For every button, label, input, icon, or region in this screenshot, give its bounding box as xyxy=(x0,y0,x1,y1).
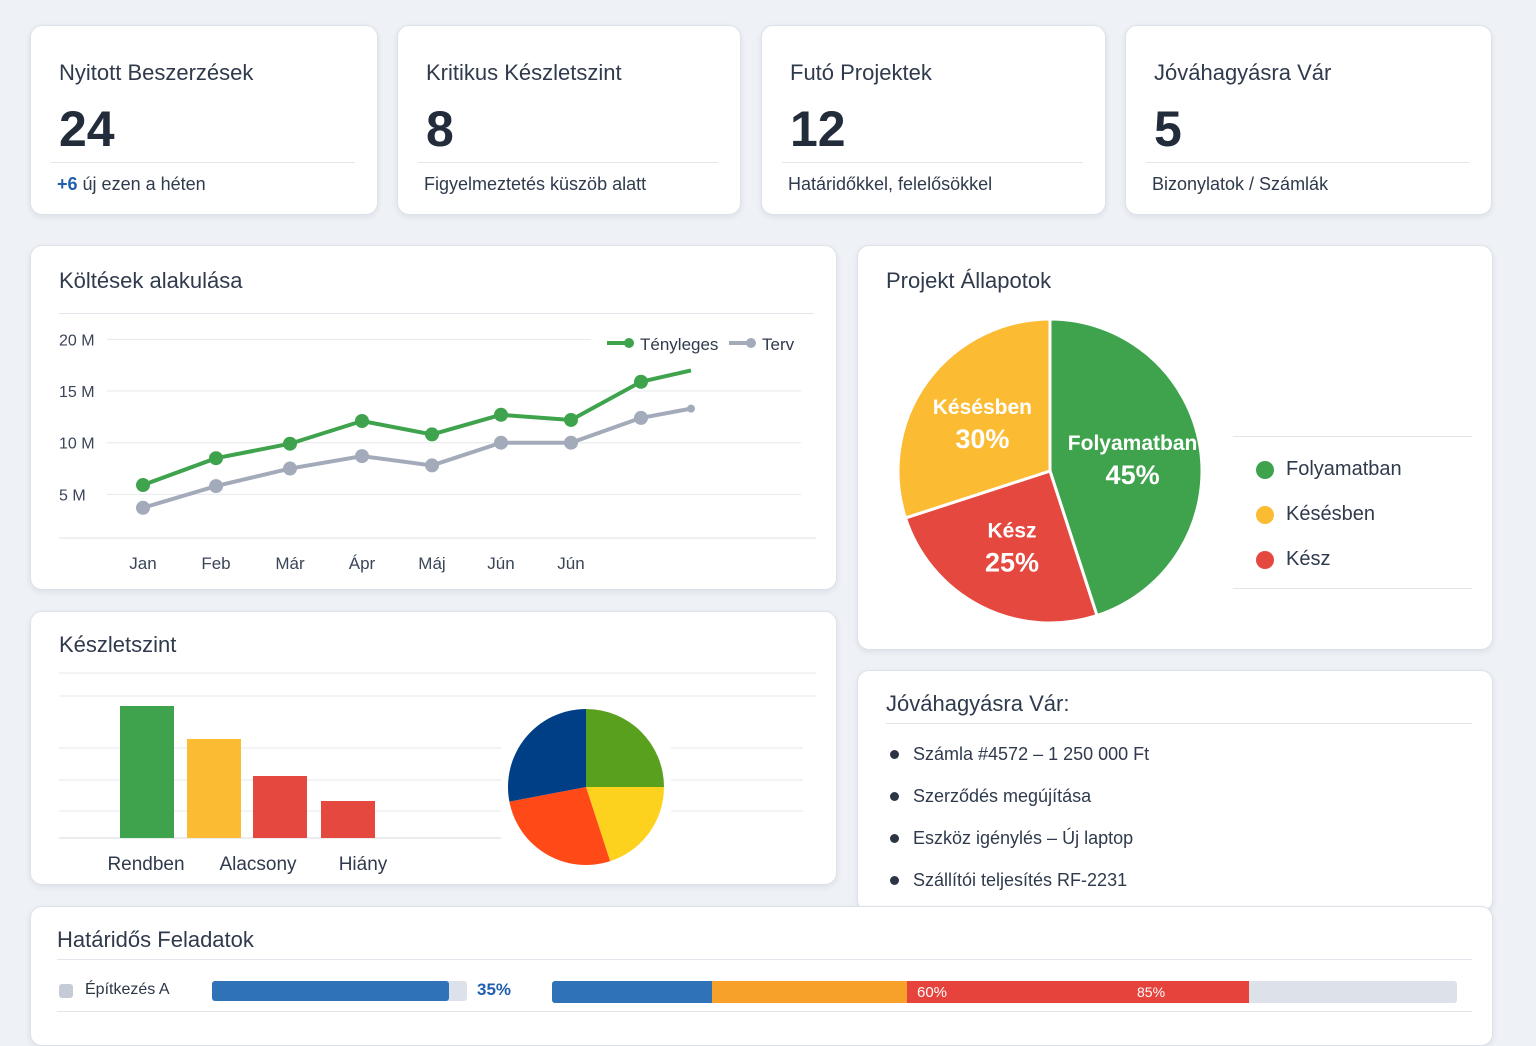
data-point xyxy=(494,407,508,422)
slice-percent: 45% xyxy=(1106,460,1160,490)
kpi-subtitle: Határidőkkel, felelősökkel xyxy=(788,174,993,194)
data-point xyxy=(283,461,297,476)
kpi-card[interactable]: Jóváhagyásra Vár 5 Bizonylatok / Számlák xyxy=(1125,25,1492,215)
tasks-card: Határidős Feladatok Építkezés A 35% 60% … xyxy=(30,906,1493,1046)
pie-slice xyxy=(509,787,611,865)
data-point xyxy=(355,414,369,429)
kpi-card[interactable]: Futó Projektek 12 Határidőkkel, felelősökk… xyxy=(761,25,1106,215)
data-point xyxy=(494,435,508,450)
y-tick-label: 5 M xyxy=(59,487,86,504)
legend-label: Terv xyxy=(762,335,795,354)
approval-item[interactable]: Eszköz igénylés – Új laptop xyxy=(890,817,1149,859)
stage-label-60: 60% xyxy=(917,984,948,1001)
slice-label: Késésben xyxy=(933,396,1032,419)
pie-slice xyxy=(1048,317,1204,618)
slice-label: Folyamatban xyxy=(1068,432,1198,455)
task-stage-bar: 60% 85% xyxy=(552,981,1457,1003)
bar-category-label: Alacsony xyxy=(219,854,297,875)
data-point xyxy=(687,404,695,413)
costs-title: Költések alakulása xyxy=(59,268,243,293)
y-tick-label: 15 M xyxy=(59,384,95,401)
pie-slice xyxy=(586,787,664,862)
kpi-value: 8 xyxy=(426,101,454,157)
data-point xyxy=(564,435,578,450)
kpi-subtitle: Figyelmeztetés küszöb alatt xyxy=(424,174,647,194)
task-row[interactable]: Építkezés A 35% 60% 85% xyxy=(57,979,1457,1003)
project-status-pie: Folyamatban 45% Kész 25% Késésben 30% xyxy=(896,317,1204,625)
kpi-card[interactable]: Kritikus Készletszint 8 Figyelmeztetés küs… xyxy=(397,25,741,215)
kpi-card[interactable]: Nyitott Beszerzések 24 +6 új ezen a héten xyxy=(30,25,378,215)
task-checkbox[interactable] xyxy=(59,984,73,998)
task-progress-bar xyxy=(212,981,467,1001)
inventory-chart: Rendben Alacsony Hiány xyxy=(59,672,816,875)
inventory-card: Készletszint Rendben Alacsony Hiány xyxy=(30,611,837,885)
approvals-title: Jóváhagyásra Vár: xyxy=(886,691,1070,716)
stage-label-85: 85% xyxy=(1137,984,1166,1000)
bar xyxy=(120,706,174,838)
kpi-value: 24 xyxy=(59,101,115,157)
approvals-card: Jóváhagyásra Vár: Számla #4572 – 1 250 0… xyxy=(857,670,1493,912)
y-tick-label: 20 M xyxy=(59,332,95,349)
data-point xyxy=(425,458,439,473)
pie-slice xyxy=(896,317,1052,520)
approval-item[interactable]: Szállítói teljesítés RF-2231 xyxy=(890,859,1149,901)
approval-item[interactable]: Szerződés megújítása xyxy=(890,775,1149,817)
kpi-value: 5 xyxy=(1154,101,1182,157)
legend-item: Kész xyxy=(1256,548,1330,571)
x-tick-label: Jún xyxy=(557,554,584,573)
bar xyxy=(321,801,375,838)
legend-label: Tényleges xyxy=(640,335,718,354)
inventory-title: Készletszint xyxy=(59,632,177,657)
costs-card: Költések alakulása 5 M 10 M 15 M 20 M Jan Feb… xyxy=(30,245,837,590)
kpi-title: Kritikus Készletszint xyxy=(426,60,622,85)
data-point xyxy=(425,427,439,442)
task-progress-label: 35% xyxy=(477,980,512,999)
tasks-title: Határidős Feladatok xyxy=(57,927,254,952)
x-tick-label: Jan xyxy=(129,554,156,573)
kpi-title: Futó Projektek xyxy=(790,60,932,85)
projects-card: Projekt Állapotok Folyamatban 45% Kész 25% K… xyxy=(857,245,1493,650)
slice-percent: 30% xyxy=(955,424,1009,454)
data-point xyxy=(634,374,648,389)
bar-category-label: Rendben xyxy=(107,854,184,875)
x-tick-label: Jún xyxy=(487,554,514,573)
x-tick-label: Már xyxy=(275,554,305,573)
bar xyxy=(253,776,307,838)
task-name: Építkezés A xyxy=(85,981,170,998)
bar-category-label: Hiány xyxy=(339,854,388,875)
data-point xyxy=(136,478,150,493)
kpi-delta: +6 xyxy=(57,174,78,194)
costs-line-chart: 5 M 10 M 15 M 20 M Jan Feb Már Ápr Máj Jún Jún Tény… xyxy=(59,332,816,573)
legend-item: Késésben xyxy=(1256,503,1375,526)
data-point xyxy=(136,500,150,515)
x-tick-label: Ápr xyxy=(349,554,376,573)
kpi-subtitle: Bizonylatok / Számlák xyxy=(1152,174,1329,194)
kpi-title: Jóváhagyásra Vár xyxy=(1154,60,1332,85)
x-tick-label: Feb xyxy=(201,554,230,573)
data-point xyxy=(283,436,297,451)
projects-title: Projekt Állapotok xyxy=(886,268,1052,293)
bar xyxy=(187,739,241,838)
slice-percent: 25% xyxy=(985,547,1039,577)
pie-slice xyxy=(903,469,1099,625)
slice-label: Kész xyxy=(988,519,1037,542)
data-point xyxy=(564,412,578,427)
pie-slice xyxy=(507,709,586,802)
pie-slice xyxy=(586,709,664,787)
data-point xyxy=(355,449,369,464)
kpi-title: Nyitott Beszerzések xyxy=(59,60,254,85)
data-point xyxy=(209,479,223,494)
legend-item: Folyamatban xyxy=(1256,458,1402,481)
kpi-subtitle: +6 új ezen a héten xyxy=(57,174,206,194)
approval-item[interactable]: Számla #4572 – 1 250 000 Ft xyxy=(890,733,1149,775)
kpi-value: 12 xyxy=(790,101,846,157)
data-point xyxy=(209,451,223,466)
data-point xyxy=(634,410,648,425)
y-tick-label: 10 M xyxy=(59,436,95,453)
x-tick-label: Máj xyxy=(418,554,445,573)
